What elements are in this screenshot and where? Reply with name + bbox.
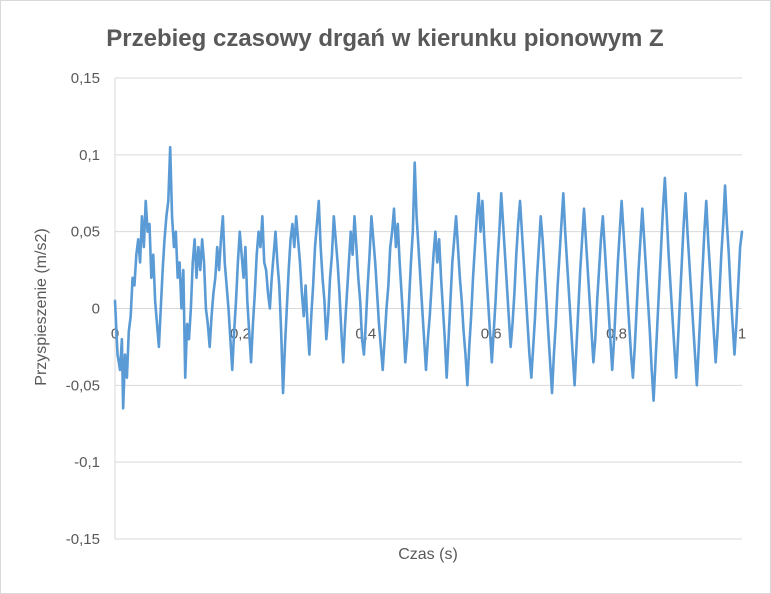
- y-tick-label: -0,05: [66, 377, 100, 394]
- y-tick-label: -0,15: [66, 531, 100, 548]
- y-tick-label: 0,05: [71, 224, 100, 241]
- chart-title: Przebieg czasowy drgań w kierunku pionow…: [106, 25, 663, 52]
- gridlines: [114, 77, 742, 540]
- y-axis-tick-labels: 0,15 0,1 0,05 0 -0,05 -0,1 -0,15: [66, 70, 100, 548]
- y-tick-label: 0,1: [79, 147, 100, 164]
- y-tick-label: 0,15: [71, 70, 100, 87]
- x-axis-label: Czas (s): [398, 546, 458, 563]
- x-tick-label: 1: [738, 326, 746, 343]
- series-line: [113, 145, 744, 410]
- series-layer: [113, 145, 744, 410]
- y-tick-label: 0: [92, 301, 100, 318]
- y-tick-label: -0,1: [74, 454, 100, 471]
- x-tick-label: 0: [111, 326, 119, 343]
- y-axis-label: Przyspieszenie (m/s2): [33, 228, 50, 385]
